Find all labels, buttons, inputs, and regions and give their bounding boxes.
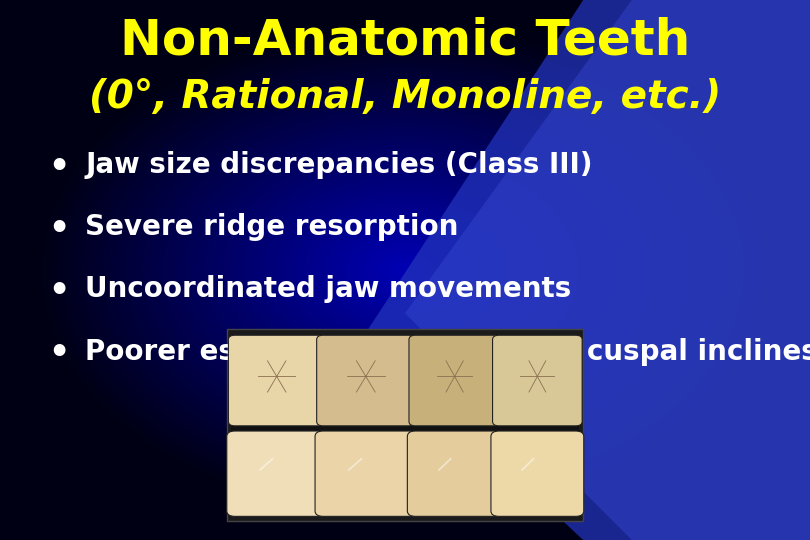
FancyBboxPatch shape <box>231 418 579 433</box>
Polygon shape <box>364 0 810 540</box>
FancyBboxPatch shape <box>228 335 325 426</box>
Text: •: • <box>49 213 70 246</box>
Text: •: • <box>49 275 70 308</box>
Text: •: • <box>49 151 70 184</box>
FancyBboxPatch shape <box>227 329 583 521</box>
FancyBboxPatch shape <box>315 431 416 516</box>
FancyBboxPatch shape <box>491 431 584 516</box>
FancyBboxPatch shape <box>227 431 326 516</box>
Text: Uncoordinated jaw movements: Uncoordinated jaw movements <box>85 275 571 303</box>
Text: Jaw size discrepancies (Class III): Jaw size discrepancies (Class III) <box>85 151 593 179</box>
Polygon shape <box>405 0 810 540</box>
FancyBboxPatch shape <box>492 335 582 426</box>
FancyBboxPatch shape <box>317 335 415 426</box>
FancyBboxPatch shape <box>407 431 502 516</box>
Text: Poorer esthetics, due to lack of cuspal inclines: Poorer esthetics, due to lack of cuspal … <box>85 338 810 366</box>
Text: (0°, Rational, Monoline, etc.): (0°, Rational, Monoline, etc.) <box>89 78 721 116</box>
Text: Severe ridge resorption: Severe ridge resorption <box>85 213 458 241</box>
Text: •: • <box>49 338 70 370</box>
Text: Non-Anatomic Teeth: Non-Anatomic Teeth <box>120 16 690 64</box>
FancyBboxPatch shape <box>409 335 501 426</box>
